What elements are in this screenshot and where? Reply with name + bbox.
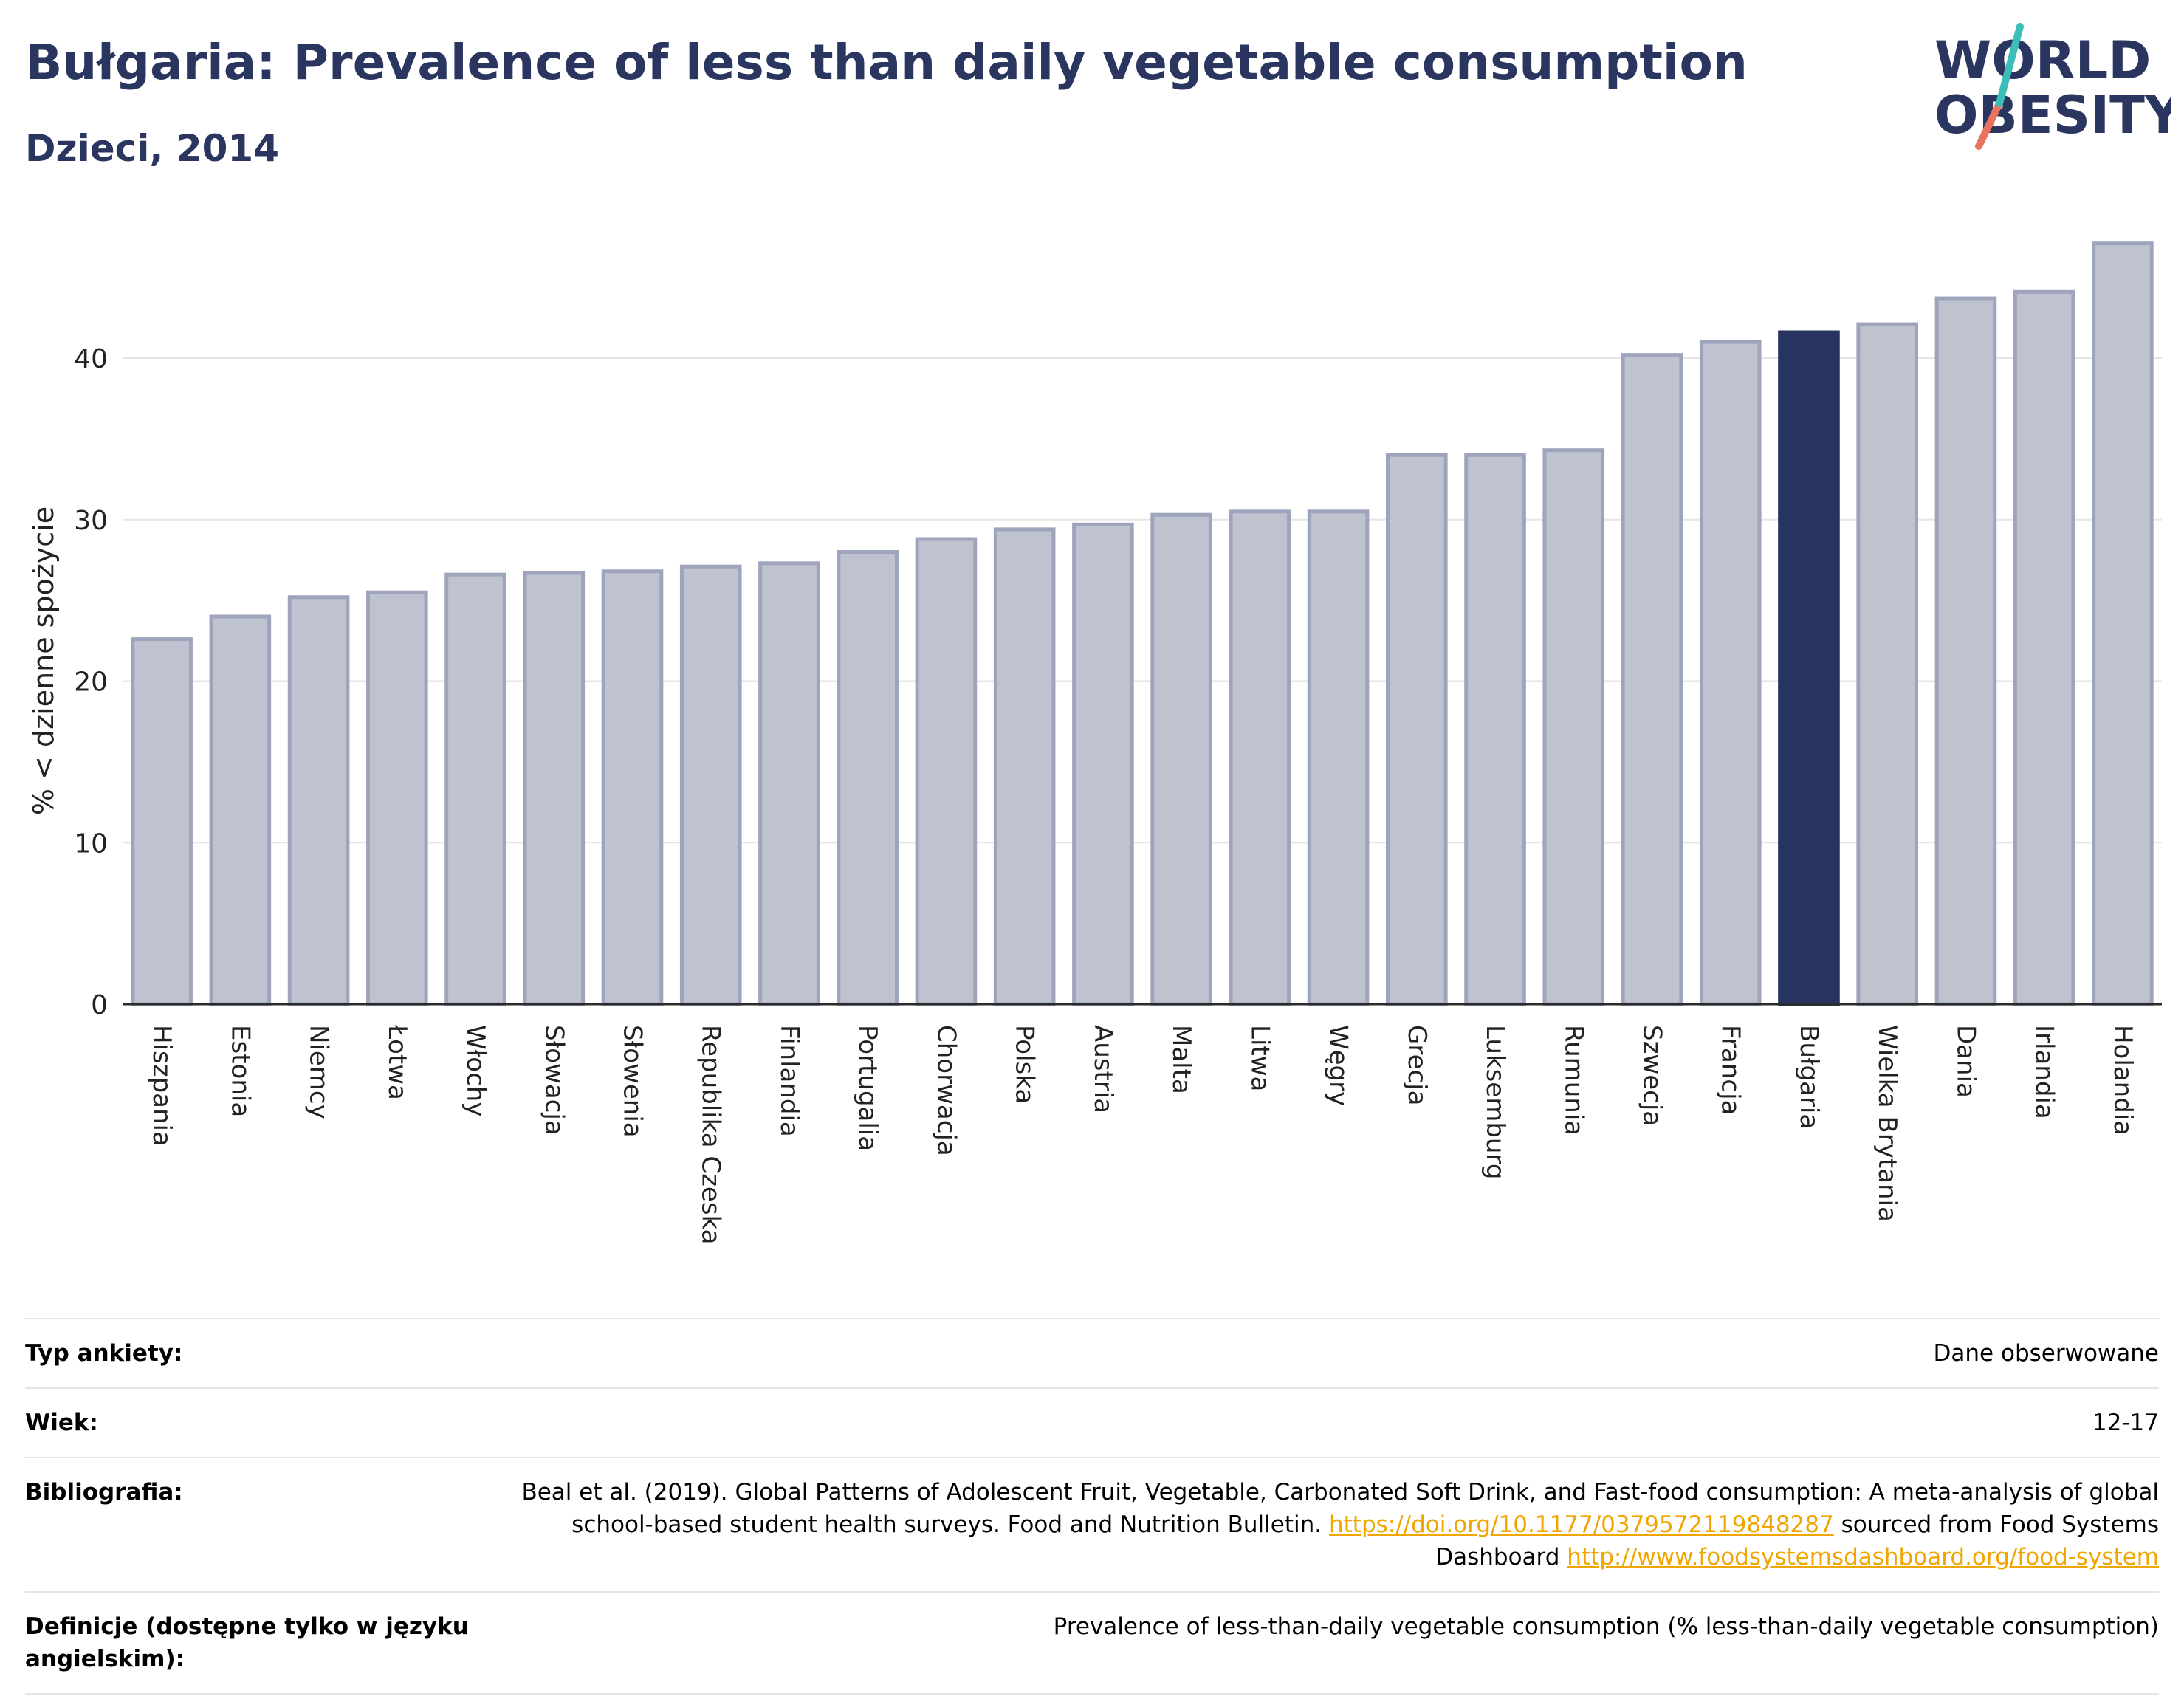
bar[interactable] (679, 564, 742, 1006)
x-tick-label: Wielka Brytania (1872, 1025, 1902, 1222)
bar[interactable] (1229, 509, 1291, 1006)
info-label: Typ ankiety: (25, 1340, 183, 1367)
info-label: Definicje (dostępne tylko w języku angie… (25, 1613, 469, 1672)
bar[interactable] (444, 572, 506, 1006)
bar[interactable] (366, 590, 428, 1006)
x-tick-label: Chorwacja (931, 1025, 961, 1156)
bibliography-source: sourced from Food Systems Dashboard (1435, 1511, 2159, 1570)
bar[interactable] (2092, 241, 2154, 1006)
logo-slash-teal (1996, 23, 2024, 107)
page-title: Bułgaria: Prevalence of less than daily … (25, 34, 1748, 91)
x-axis-labels: Hiszpania Estonia Niemcy Łotwa Włochy Słowacj… (147, 1024, 2137, 1245)
bar[interactable] (1307, 509, 1370, 1006)
y-tick-label: 40 (74, 344, 108, 374)
info-row-bibliography: Bibliografia: Beal et al. (2019). Global… (25, 1457, 2159, 1591)
info-value: Beal et al. (2019). Global Patterns of A… (498, 1476, 2159, 1573)
x-tick-label: Finlandia (775, 1025, 804, 1137)
info-table: Typ ankiety: Dane obserwowane Wiek: 12-1… (25, 1318, 2159, 1695)
info-label: Wiek: (25, 1410, 98, 1436)
info-row-survey-type: Typ ankiety: Dane obserwowane (25, 1318, 2159, 1387)
y-tick-label: 30 (74, 506, 108, 536)
x-tick-label: Polska (1010, 1025, 1040, 1104)
x-tick-label: Słowenia (618, 1025, 648, 1138)
x-tick-label: Bułgaria (1794, 1025, 1824, 1129)
dashboard-link[interactable]: http://www.foodsystemsdashboard.org/food… (1567, 1544, 2159, 1570)
x-tick-label: Włochy (461, 1025, 490, 1116)
bar[interactable] (915, 537, 978, 1006)
info-row-definitions: Definicje (dostępne tylko w języku angie… (25, 1591, 2159, 1695)
bibliography-text: Beal et al. (2019). Global Patterns of A… (521, 1479, 2159, 1538)
x-tick-label: Węgry (1324, 1025, 1353, 1106)
x-tick-label: Austria (1088, 1025, 1118, 1113)
y-tick-label: 0 (91, 990, 108, 1020)
x-tick-label: Republika Czeska (696, 1025, 726, 1245)
bar[interactable] (601, 569, 664, 1006)
bar[interactable] (1621, 353, 1683, 1006)
y-tick-label: 20 (74, 667, 108, 698)
x-tick-label: Dania (1951, 1025, 1980, 1098)
bar[interactable] (287, 595, 350, 1006)
x-tick-label: Niemcy (304, 1025, 334, 1119)
bar[interactable] (1856, 322, 1918, 1006)
world-obesity-logo: WORLD OBESITY (1934, 23, 2171, 150)
info-label: Bibliografia: (25, 1479, 183, 1506)
x-tick-label: Litwa (1245, 1025, 1274, 1091)
bar[interactable] (993, 527, 1056, 1006)
bar[interactable] (758, 561, 820, 1006)
x-tick-label: Rumunia (1559, 1025, 1588, 1136)
bar[interactable] (1386, 453, 1448, 1006)
x-tick-label: Szwecja (1638, 1025, 1667, 1126)
bars (131, 241, 2154, 1006)
x-tick-label: Hiszpania (147, 1025, 176, 1147)
x-tick-label: Łotwa (382, 1024, 412, 1100)
x-tick-label: Portugalia (853, 1025, 882, 1151)
info-row-age: Wiek: 12-17 (25, 1387, 2159, 1457)
gridlines (123, 357, 2162, 844)
x-tick-label: Malta (1167, 1025, 1196, 1094)
logo-line-2: OBESITY (1934, 85, 2171, 145)
bar[interactable] (1934, 296, 1997, 1006)
info-value: 12-17 (2092, 1410, 2159, 1436)
bar[interactable] (131, 637, 193, 1006)
logo-slash-coral (1975, 100, 2003, 150)
x-tick-label: Grecja (1402, 1025, 1432, 1105)
bar[interactable] (1072, 522, 1134, 1006)
x-tick-label: Słowacja (539, 1025, 569, 1136)
bar[interactable] (209, 614, 272, 1006)
bar[interactable] (523, 571, 586, 1006)
info-value: Dane obserwowane (1933, 1340, 2159, 1367)
bar[interactable] (1699, 340, 1762, 1006)
y-axis-label: % < dzienne spożycie (27, 507, 60, 815)
doi-link[interactable]: https://doi.org/10.1177/0379572119848287 (1328, 1511, 1834, 1538)
bar[interactable] (1542, 448, 1605, 1006)
x-tick-label: Luksemburg (1480, 1025, 1510, 1179)
y-axis-ticks: 0 10 20 30 40 (74, 344, 108, 1020)
x-tick-label: Estonia (225, 1025, 255, 1117)
y-tick-label: 10 (74, 828, 108, 859)
info-value: Prevalence of less-than-daily vegetable … (1053, 1613, 2159, 1640)
bar[interactable] (2013, 289, 2075, 1006)
bar-highlighted[interactable] (1778, 330, 1840, 1006)
x-tick-label: Holandia (2108, 1025, 2137, 1136)
logo-line-1: WORLD (1934, 30, 2151, 91)
bar[interactable] (1150, 512, 1212, 1006)
x-tick-label: Irlandia (2030, 1025, 2059, 1119)
page-subtitle: Dzieci, 2014 (25, 127, 279, 170)
bar[interactable] (837, 550, 899, 1006)
x-tick-label: Francja (1716, 1025, 1745, 1115)
bar-chart: 0 10 20 30 40 Hiszpania Estonia Niemcy Łotwa Wło… (27, 241, 2162, 1245)
bar[interactable] (1464, 453, 1526, 1006)
